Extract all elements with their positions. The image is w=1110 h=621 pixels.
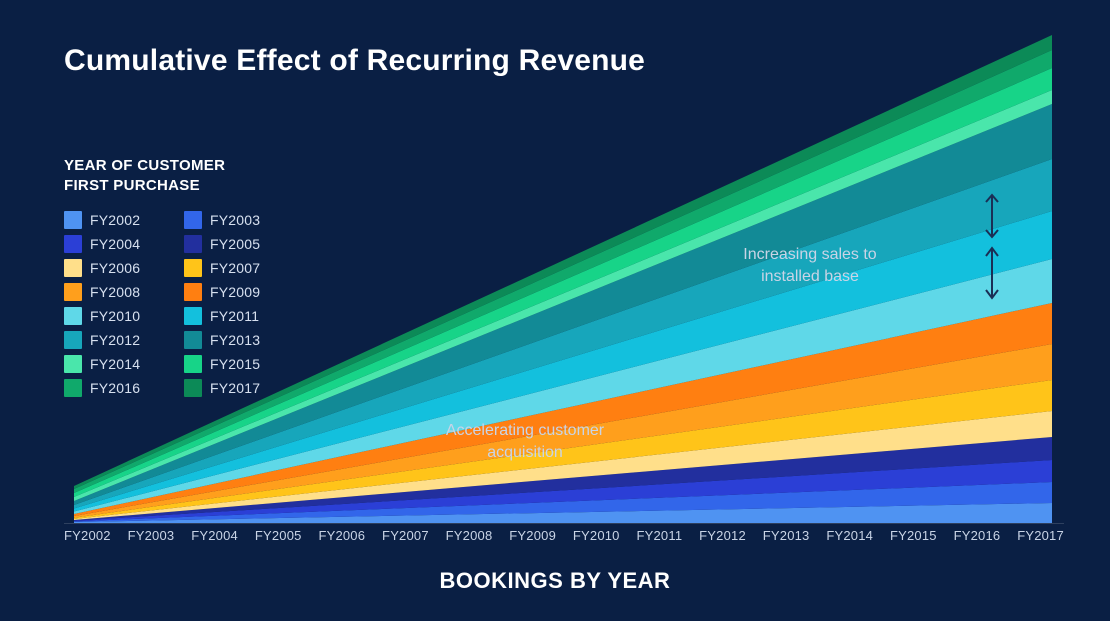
x-axis-label-0: FY2002 (64, 528, 111, 543)
x-axis-labels: FY2002 FY2003 FY2004 FY2005 FY2006 FY200… (64, 528, 1064, 543)
x-axis-label-10: FY2012 (699, 528, 746, 543)
x-axis-label-3: FY2005 (255, 528, 302, 543)
x-axis-label-11: FY2013 (763, 528, 810, 543)
annotation-customer-acquisition: Accelerating customer acquisition (420, 420, 630, 463)
x-axis-label-7: FY2009 (509, 528, 556, 543)
x-axis-label-4: FY2006 (318, 528, 365, 543)
x-axis-label-1: FY2003 (128, 528, 175, 543)
x-axis-label-12: FY2014 (826, 528, 873, 543)
chart-page: Cumulative Effect of Recurring Revenue Y… (0, 0, 1110, 621)
x-axis-label-8: FY2010 (573, 528, 620, 543)
x-axis-label-2: FY2004 (191, 528, 238, 543)
x-axis-label-9: FY2011 (636, 528, 682, 543)
x-axis-label-15: FY2017 (1017, 528, 1064, 543)
x-axis-label-6: FY2008 (446, 528, 493, 543)
annotation-installed-base: Increasing sales to installed base (710, 244, 910, 287)
x-axis-label-13: FY2015 (890, 528, 937, 543)
chart-baseline (64, 523, 1064, 524)
axis-caption: BOOKINGS BY YEAR (0, 568, 1110, 594)
x-axis-label-14: FY2016 (954, 528, 1001, 543)
x-axis-label-5: FY2007 (382, 528, 429, 543)
